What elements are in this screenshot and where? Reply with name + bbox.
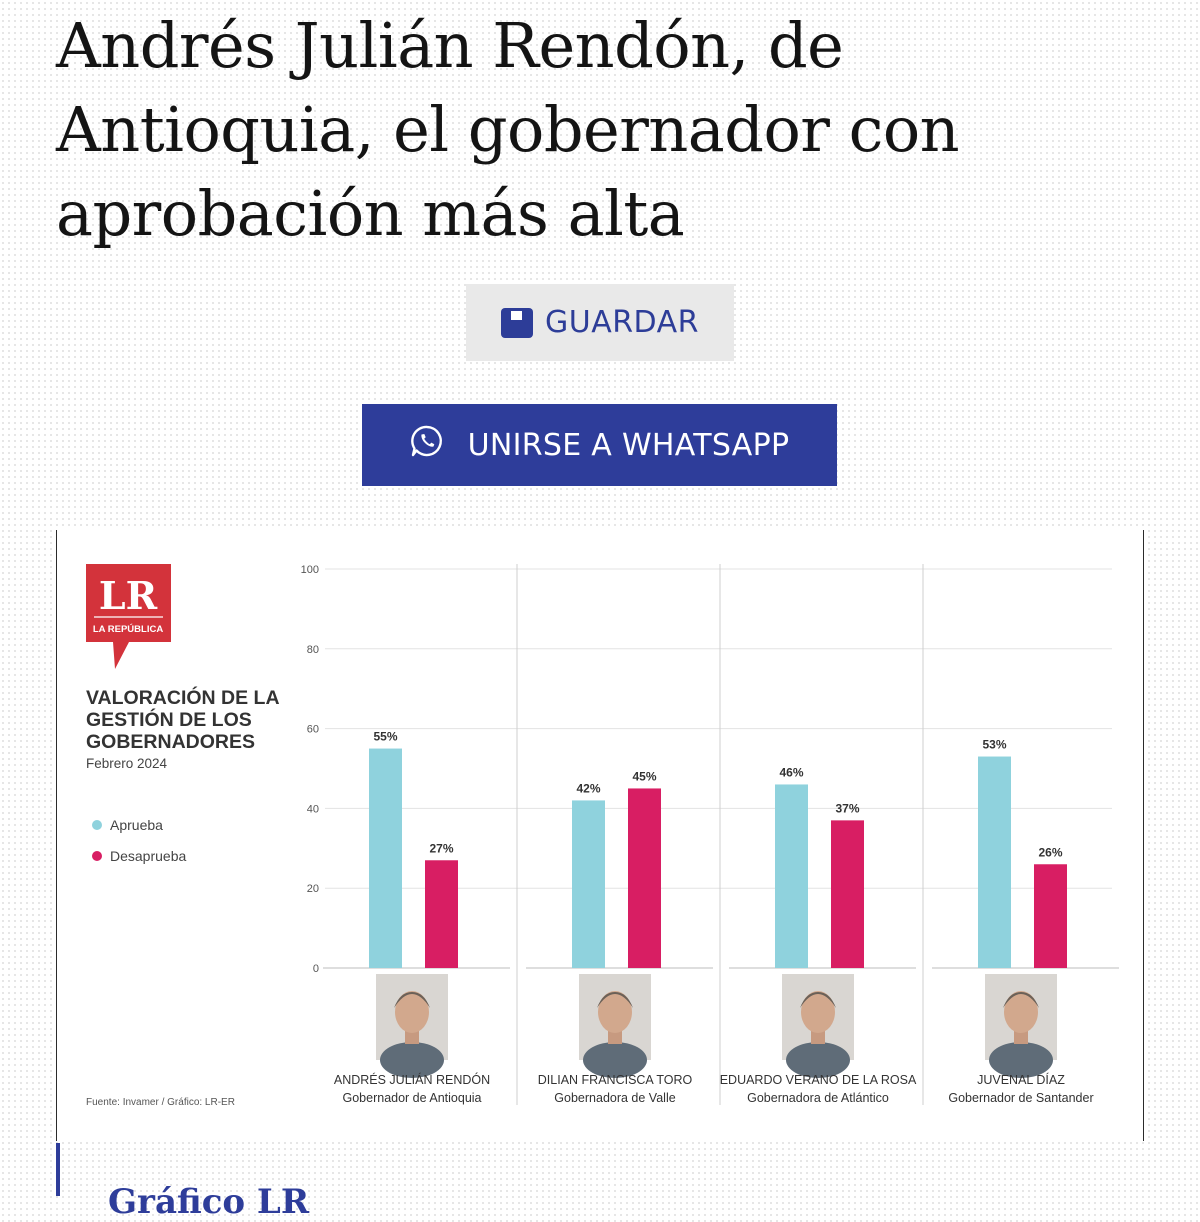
governor-name: EDUARDO VERANO DE LA ROSA [720,1073,917,1087]
bar [831,820,864,968]
governor-role: Gobernadora de Atlántico [747,1091,889,1105]
legend-swatch-aprueba [92,820,102,830]
governor-role: Gobernador de Antioquia [343,1091,482,1105]
chart-bars [369,748,1067,968]
bar [775,784,808,968]
governor-captions: ANDRÉS JULIÁN RENDÓN Gobernador de Antioq… [334,1072,1094,1105]
bar [369,748,402,968]
y-tick-label: 80 [307,644,319,656]
infographic-date: Febrero 2024 [86,756,168,771]
headline-line: aprobación más alta [56,177,685,250]
bookmark-save-icon [500,307,533,338]
approval-chart: LR LA REPÚBLICA VALORACIÓN DE LA GESTIÓN… [86,564,1119,1108]
bar-value-label: 27% [429,841,453,855]
chart-legend: Aprueba Desaprueba [92,817,186,864]
legend-label-desaprueba: Desaprueba [110,848,186,864]
bar-value-label: 53% [982,738,1006,752]
governor-name: DILIAN FRANCISCA TORO [538,1073,693,1087]
save-button-label: GUARDAR [544,305,699,340]
governor-name: ANDRÉS JULIÁN RENDÓN [334,1072,490,1087]
logo-letters: LR [99,573,158,618]
infographic-title-line: GOBERNADORES [86,731,255,753]
bar [1034,864,1067,968]
join-whatsapp-label: UNIRSE A WHATSAPP [467,427,790,463]
y-axis-ticks: 100 80 60 40 20 0 [301,564,319,975]
legend-swatch-desaprueba [92,851,102,861]
y-tick-label: 100 [301,564,319,576]
whatsapp-icon [410,425,442,457]
governor-photo [782,974,854,1078]
bar [628,788,661,968]
bar-value-label: 26% [1038,845,1062,859]
bar [425,860,458,968]
infographic-title-line: VALORACIÓN DE LA [86,685,280,709]
governor-name: JUVENAL DÍAZ [977,1072,1065,1087]
bar [978,756,1011,968]
y-tick-label: 40 [307,803,319,815]
infographic-title-line: GESTIÓN DE LOS [86,707,252,731]
headline-line: Andrés Julián Rendón, de [56,9,844,82]
bar-value-labels: 55% 27% 42% 45% 46% 37% 53% 26% [373,730,1062,860]
bar-value-label: 45% [632,769,656,783]
governor-photo [985,974,1057,1078]
headline-line: Antioquia, el gobernador con [56,93,960,166]
save-button[interactable]: GUARDAR [466,284,734,361]
governor-role: Gobernador de Santander [948,1091,1093,1105]
governor-role: Gobernadora de Valle [554,1091,675,1105]
y-tick-label: 20 [307,883,319,895]
approval-infographic: LR LA REPÚBLICA VALORACIÓN DE LA GESTIÓN… [56,530,1144,1141]
governor-photo [376,974,448,1078]
la-republica-logo: LR LA REPÚBLICA [86,564,171,669]
governor-photo [579,974,651,1078]
bar-value-label: 37% [835,801,859,815]
section-accent-bar [56,1143,60,1196]
logo-subtitle: LA REPÚBLICA [93,623,164,635]
governor-photos [376,974,1057,1078]
source-note: Fuente: Invamer / Gráfico: LR-ER [86,1097,235,1108]
bar [572,800,605,968]
y-tick-label: 0 [313,963,319,975]
chart-gridlines [323,564,1119,1105]
legend-label-aprueba: Aprueba [110,817,163,833]
article-headline: Andrés Julián Rendón, de Antioquia, el g… [56,4,1136,256]
bar-value-label: 55% [373,730,397,744]
join-whatsapp-button[interactable]: UNIRSE A WHATSAPP [362,404,837,486]
bar-value-label: 46% [779,765,803,779]
y-tick-label: 60 [307,724,319,736]
bar-value-label: 42% [576,781,600,795]
section-heading: Gráfico LR [108,1182,310,1222]
